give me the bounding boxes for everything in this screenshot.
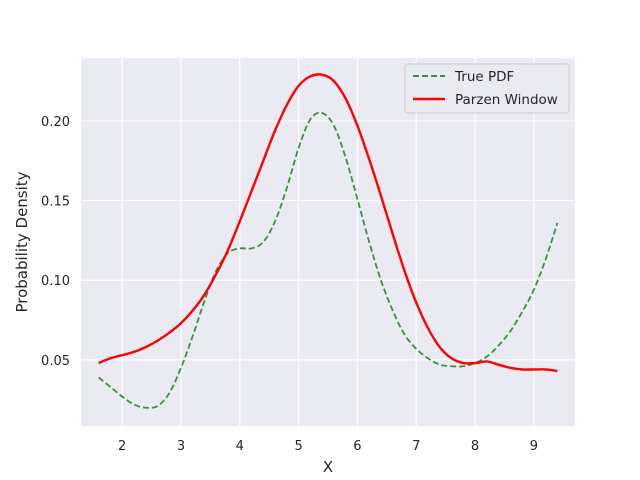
legend-label-true-pdf: True PDF [454,69,514,85]
series-line-true-pdf [98,111,559,409]
x-tick-label: 2 [118,439,126,454]
legend: True PDF Parzen Window [404,63,570,114]
y-tick-labels: 0.05 0.10 0.15 0.20 [41,115,70,369]
grid [81,58,575,426]
series-line-parzen-window [98,73,558,373]
x-tick-label: 7 [412,439,420,454]
x-tick-label: 5 [294,439,302,454]
x-tick-label: 9 [530,439,538,454]
y-tick-label: 0.20 [41,115,70,130]
x-tick-labels: 2 3 4 5 6 7 8 9 [118,439,538,454]
y-tick-label: 0.10 [41,274,70,289]
y-tick-label: 0.05 [41,354,70,369]
x-tick-label: 8 [471,439,479,454]
legend-label-parzen-window: Parzen Window [455,92,558,108]
legend-box [404,63,570,114]
y-axis-label: Probability Density [13,171,31,312]
series-layer [98,73,559,409]
plot-background [81,58,575,426]
y-tick-label: 0.15 [41,195,70,210]
x-tick-label: 3 [177,439,185,454]
x-axis-label: X [323,458,333,476]
x-tick-label: 4 [236,439,244,454]
x-tick-label: 6 [353,439,361,454]
